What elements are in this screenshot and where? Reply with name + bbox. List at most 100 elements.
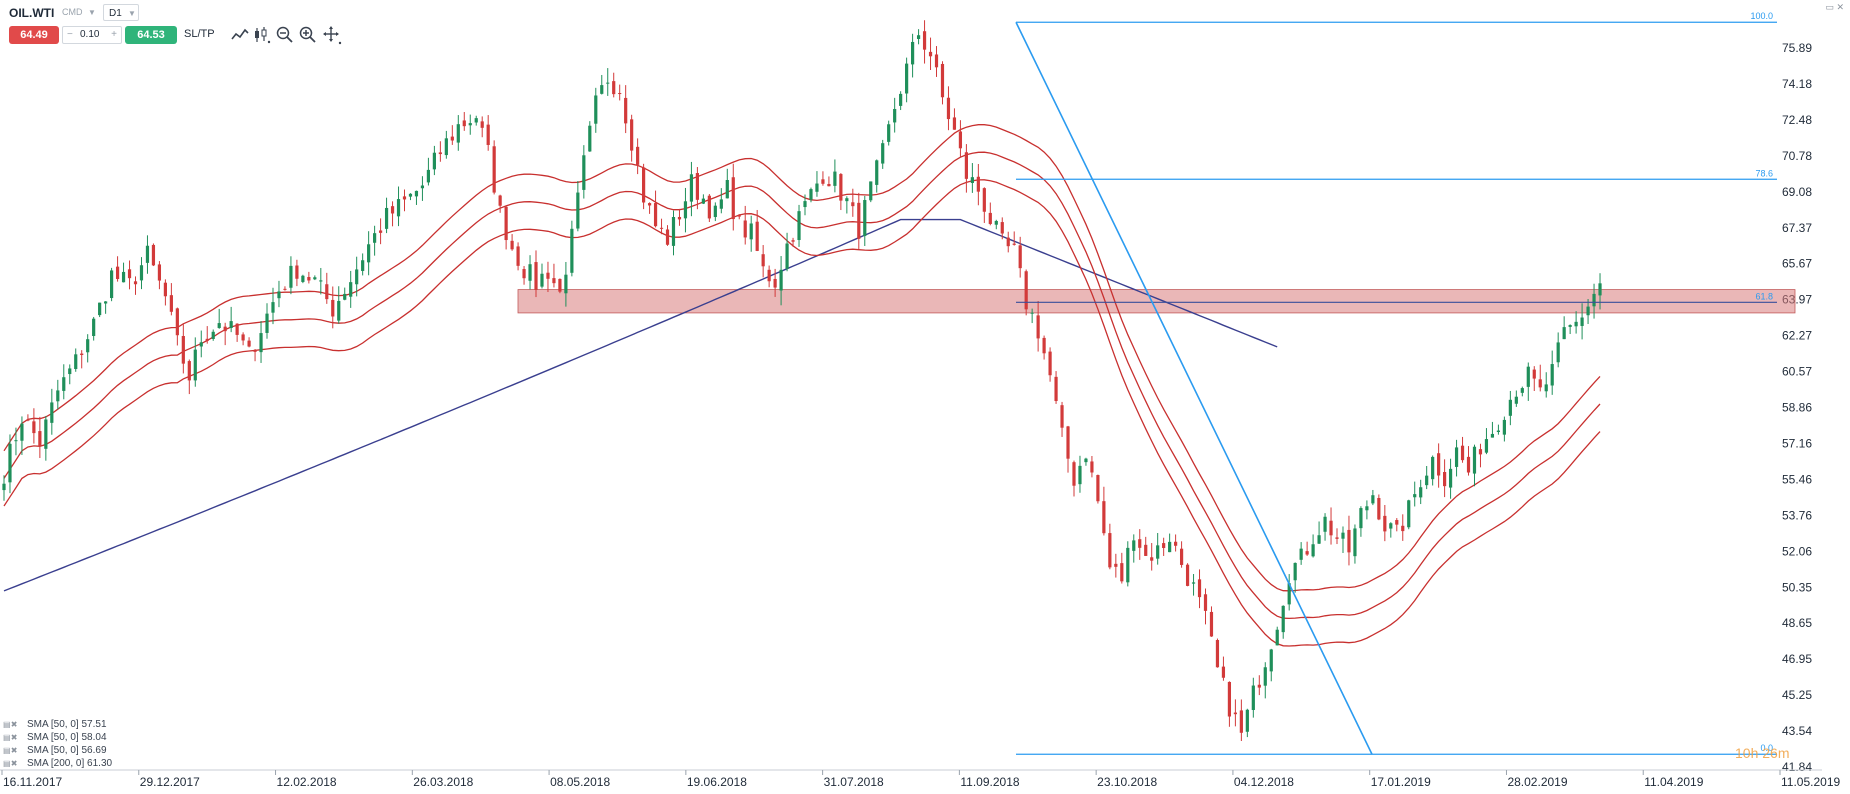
- candle-body: [606, 82, 610, 84]
- candle-body: [56, 390, 60, 402]
- candle-body: [1460, 445, 1465, 461]
- candle-body: [1598, 283, 1602, 296]
- candle-body: [229, 321, 233, 329]
- candle-body: [14, 440, 18, 442]
- candle-body: [1562, 327, 1566, 340]
- candle-body: [1024, 271, 1028, 310]
- candle-body: [211, 331, 215, 339]
- timeframe-value: D1: [109, 8, 122, 19]
- candle-body: [731, 177, 735, 220]
- candle-body: [420, 185, 425, 189]
- crosshair-icon[interactable]: [322, 25, 342, 45]
- candle-body: [916, 35, 921, 39]
- legend-label: SMA [50, 0]: [27, 732, 79, 743]
- candle-body: [295, 265, 299, 279]
- candle-body: [588, 125, 592, 152]
- y-tick-label: 75.89: [1782, 41, 1812, 55]
- candle-body: [1514, 396, 1518, 404]
- volume-stepper[interactable]: − 0.10 +: [62, 26, 122, 44]
- sma50-line[interactable]: [3, 124, 1601, 592]
- timeframe-dropdown-icon: ▼: [128, 9, 136, 18]
- line-chart-icon[interactable]: [230, 25, 250, 45]
- candle-body: [104, 301, 108, 304]
- candle-body: [1174, 541, 1178, 546]
- volume-value[interactable]: 0.10: [80, 29, 100, 40]
- legend-row[interactable]: ▤ ✖ SMA [50, 0] 58.04: [3, 731, 112, 744]
- candle-body: [1556, 342, 1560, 363]
- candle-body: [1191, 582, 1196, 584]
- candle-body: [8, 443, 12, 483]
- settings-icon[interactable]: ▤ ✖: [3, 720, 17, 729]
- candle-body: [522, 269, 526, 279]
- candle-body: [940, 63, 945, 98]
- symbol-label[interactable]: OIL.WTI: [9, 6, 55, 20]
- candle-body: [737, 215, 741, 217]
- candle-body: [767, 269, 771, 282]
- candle-body: [1042, 337, 1046, 354]
- legend-row[interactable]: ▤ ✖ SMA [50, 0] 56.69: [3, 744, 112, 757]
- candle-body: [994, 220, 998, 225]
- candle-body: [821, 179, 825, 184]
- candle-body: [115, 266, 120, 280]
- candle-body: [247, 340, 251, 347]
- x-tick-label: 26.03.2018: [413, 775, 473, 789]
- candle-body: [133, 281, 138, 285]
- candle-body: [384, 207, 389, 229]
- candle-body: [349, 282, 353, 297]
- fib-trendline[interactable]: [1015, 21, 1373, 755]
- sltp-button[interactable]: SL/TP: [184, 28, 215, 40]
- legend-row[interactable]: ▤ ✖ SMA [50, 0] 57.51: [3, 718, 112, 731]
- buy-button[interactable]: 64.53: [125, 26, 177, 44]
- candle-body: [534, 262, 538, 290]
- candle-body: [32, 421, 36, 434]
- settings-icon[interactable]: ▤ ✖: [3, 733, 17, 742]
- x-tick-label: 11.05.2019: [1781, 775, 1840, 789]
- candle-body: [881, 143, 885, 164]
- candle-body: [695, 173, 700, 200]
- candle-body: [50, 402, 54, 423]
- decrease-icon[interactable]: −: [67, 29, 73, 40]
- candle-body: [1227, 681, 1232, 717]
- legend-label: SMA [50, 0]: [27, 719, 79, 730]
- legend-row[interactable]: ▤ ✖ SMA [200, 0] 61.30: [3, 757, 112, 770]
- legend-label: SMA [200, 0]: [27, 758, 85, 769]
- candle-body: [373, 233, 377, 243]
- candle-body: [594, 95, 598, 124]
- y-tick-label: 55.46: [1782, 472, 1812, 486]
- candle-body: [223, 326, 227, 332]
- candle-body: [1359, 508, 1363, 529]
- candle-body: [689, 174, 694, 202]
- zoom-in-icon[interactable]: [298, 25, 318, 45]
- window-controls-icon[interactable]: ▭ ✕: [1825, 2, 1844, 12]
- increase-icon[interactable]: +: [111, 29, 117, 40]
- candle-body: [343, 293, 347, 300]
- zoom-out-icon[interactable]: [275, 25, 295, 45]
- candle-body: [558, 278, 562, 292]
- timeframe-select[interactable]: D1 ▼: [103, 4, 139, 21]
- candle-body: [719, 199, 723, 209]
- y-tick-label: 72.48: [1782, 113, 1812, 127]
- x-tick-label: 28.02.2019: [1507, 775, 1567, 789]
- symbol-dropdown-icon[interactable]: ▼: [88, 8, 96, 17]
- x-tick-label: 16.11.2017: [3, 775, 62, 789]
- candle-body: [62, 377, 66, 391]
- sma200-line[interactable]: [3, 218, 1278, 592]
- settings-icon[interactable]: ▤ ✖: [3, 759, 17, 768]
- candles-icon[interactable]: [252, 25, 272, 45]
- candle-body: [414, 190, 419, 197]
- candle-body: [887, 124, 891, 142]
- candle-body: [636, 146, 640, 165]
- candle-body: [241, 334, 245, 341]
- sma50-line[interactable]: [3, 179, 1601, 647]
- candle-body: [468, 123, 472, 126]
- candle-body: [1054, 376, 1058, 402]
- candle-body: [1401, 525, 1405, 532]
- sell-button[interactable]: 64.49: [9, 26, 59, 44]
- candle-body: [265, 313, 269, 333]
- candle-body: [1496, 430, 1501, 432]
- candle-body: [74, 354, 78, 370]
- candle-body: [946, 97, 951, 120]
- settings-icon[interactable]: ▤ ✖: [3, 746, 17, 755]
- sma50-line[interactable]: [3, 151, 1601, 620]
